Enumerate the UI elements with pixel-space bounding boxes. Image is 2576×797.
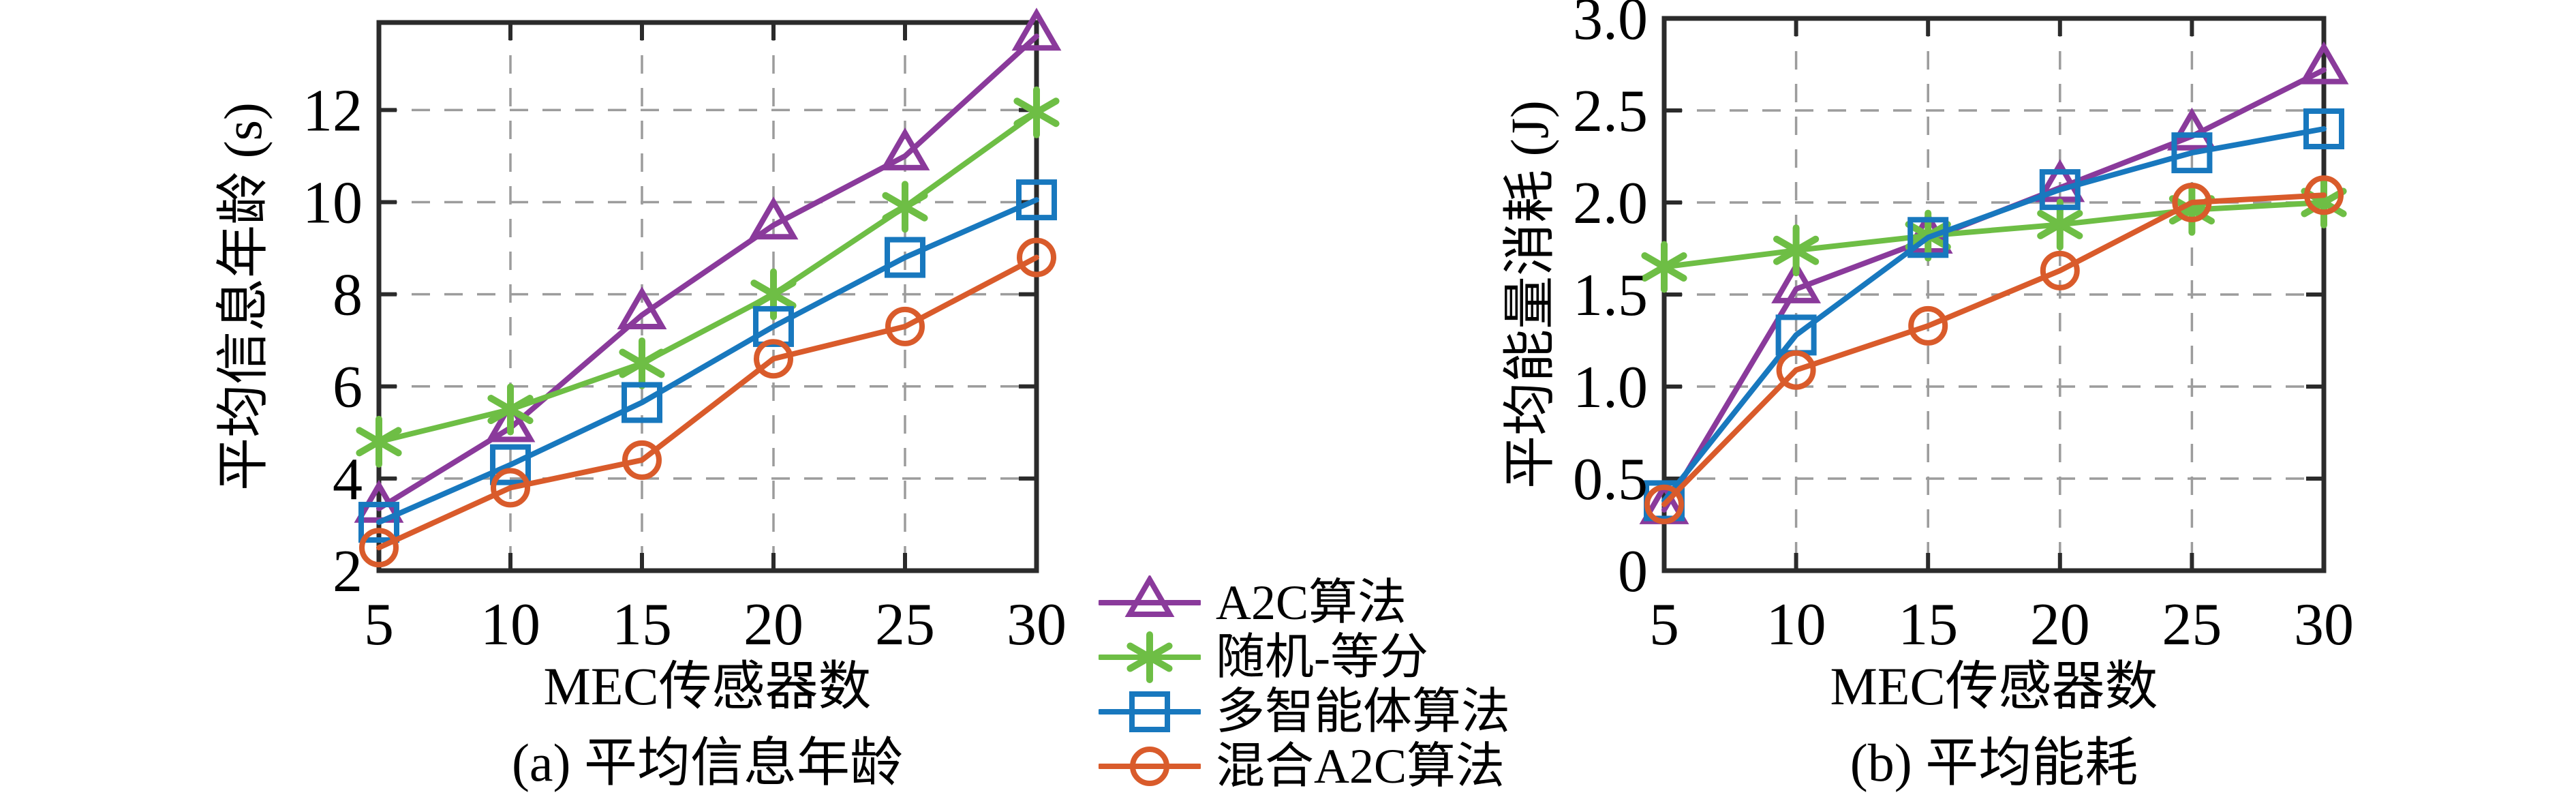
legend-item-hybrid-a2c: 混合A2C算法 — [1099, 739, 1510, 794]
svg-text:20: 20 — [2030, 592, 2090, 658]
svg-text:0: 0 — [1618, 539, 1648, 605]
legend-label: 混合A2C算法 — [1216, 739, 1505, 794]
svg-text:4: 4 — [333, 447, 363, 513]
legend: A2C算法 随机-等分 多智能体算法 混合A2C算法 — [1099, 575, 1510, 794]
svg-text:1.0: 1.0 — [1573, 355, 1648, 421]
legend-label: 随机-等分 — [1216, 630, 1428, 685]
chart-a-y-axis-label: 平均信息年龄 (s) — [213, 102, 273, 491]
triangle-marker-icon — [1099, 575, 1201, 617]
svg-text:10: 10 — [1766, 592, 1826, 658]
svg-text:10: 10 — [480, 592, 540, 658]
svg-text:0.5: 0.5 — [1573, 447, 1648, 513]
svg-text:3.0: 3.0 — [1573, 0, 1648, 52]
circle-marker-icon — [1099, 747, 1201, 786]
square-marker-icon — [1099, 691, 1201, 732]
legend-item-multi-agent: 多智能体算法 — [1099, 685, 1510, 739]
svg-text:15: 15 — [1898, 592, 1958, 658]
svg-text:25: 25 — [2162, 592, 2222, 658]
chart-a-caption: (a) 平均信息年龄 — [511, 733, 904, 792]
svg-text:2: 2 — [333, 539, 363, 605]
legend-label: A2C算法 — [1216, 575, 1407, 630]
svg-text:20: 20 — [743, 592, 803, 658]
chart-b-caption: (b) 平均能耗 — [1850, 733, 2138, 792]
svg-text:5: 5 — [1649, 592, 1679, 658]
svg-text:12: 12 — [303, 78, 363, 144]
svg-text:25: 25 — [875, 592, 935, 658]
svg-text:5: 5 — [364, 592, 394, 658]
svg-text:30: 30 — [1007, 592, 1067, 658]
svg-text:2.0: 2.0 — [1573, 170, 1648, 237]
asterisk-marker-icon — [1099, 631, 1201, 683]
chart-a-x-axis-label: MEC传感器数 — [543, 657, 872, 716]
legend-item-random-equal: 随机-等分 — [1099, 630, 1510, 685]
legend-label: 多智能体算法 — [1216, 685, 1511, 739]
chart-b-x-axis-label: MEC传感器数 — [1830, 657, 2158, 716]
svg-text:6: 6 — [333, 355, 363, 421]
svg-text:15: 15 — [612, 592, 672, 658]
svg-text:10: 10 — [303, 170, 363, 236]
svg-text:2.5: 2.5 — [1573, 78, 1648, 145]
chart-b-y-axis-label: 平均能量消耗 (J) — [1500, 100, 1559, 489]
legend-item-a2c: A2C算法 — [1099, 575, 1510, 630]
svg-text:1.5: 1.5 — [1573, 262, 1648, 329]
svg-text:30: 30 — [2294, 592, 2354, 658]
svg-text:8: 8 — [333, 262, 363, 329]
